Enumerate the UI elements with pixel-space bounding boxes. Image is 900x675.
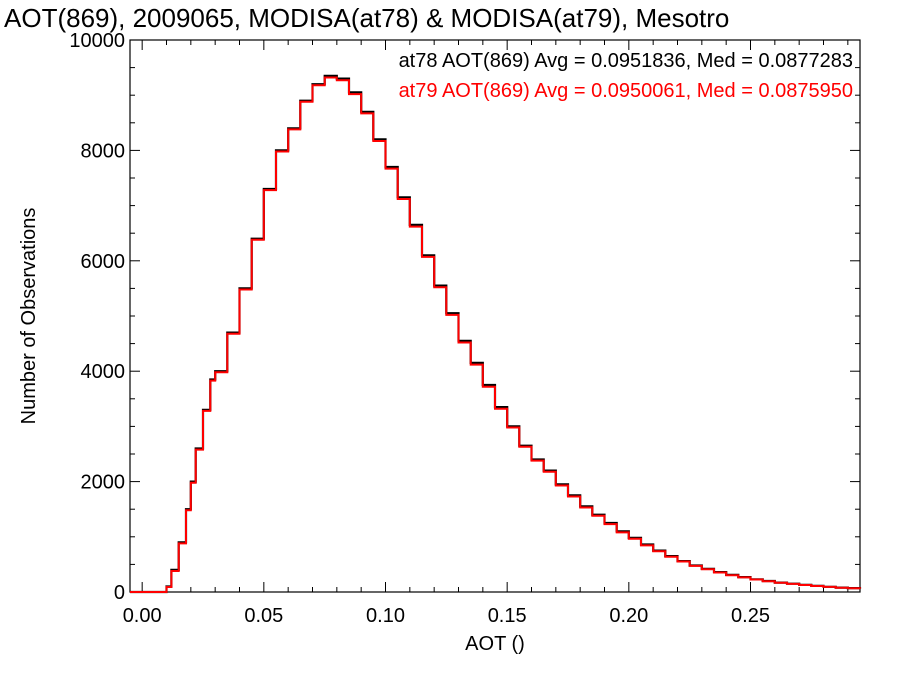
chart-title: AOT(869), 2009065, MODISA(at78) & MODISA… bbox=[4, 3, 729, 33]
annotation-at79-stats: at79 AOT(869) Avg = 0.0950061, Med = 0.0… bbox=[399, 80, 853, 102]
y-tick-label: 4000 bbox=[81, 361, 126, 383]
y-tick-label: 10000 bbox=[69, 30, 125, 52]
y-axis-ticks: 0 2000 4000 6000 8000 10000 bbox=[69, 30, 860, 604]
x-tick-label: 0.25 bbox=[731, 605, 770, 627]
y-tick-label: 2000 bbox=[81, 472, 126, 494]
y-tick-label: 8000 bbox=[81, 140, 126, 162]
y-axis-label: Number of Observations bbox=[18, 208, 40, 425]
x-axis-label: AOT () bbox=[465, 633, 525, 655]
x-axis-ticks: 0.00 0.05 0.10 0.15 0.20 0.25 bbox=[123, 40, 849, 627]
x-tick-label: 0.00 bbox=[123, 605, 162, 627]
series-line-at79 bbox=[130, 76, 861, 593]
annotation-at78-stats: at78 AOT(869) Avg = 0.0951836, Med = 0.0… bbox=[399, 50, 853, 72]
x-tick-label: 0.10 bbox=[366, 605, 405, 627]
x-tick-label: 0.05 bbox=[244, 605, 283, 627]
y-tick-label: 6000 bbox=[81, 251, 126, 273]
x-tick-label: 0.15 bbox=[488, 605, 527, 627]
series-lines bbox=[130, 74, 862, 594]
y-tick-label: 0 bbox=[114, 582, 125, 604]
x-tick-label: 0.20 bbox=[609, 605, 648, 627]
